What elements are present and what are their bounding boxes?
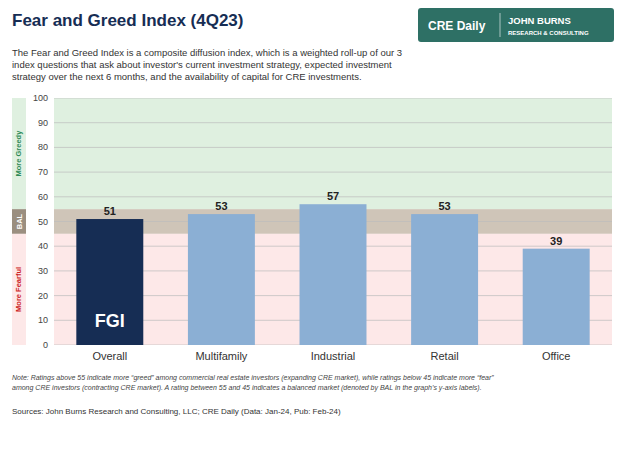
band-label: BAL [15,213,24,229]
y-tick-label: 100 [33,93,48,103]
y-tick-label: 80 [38,142,48,152]
band [54,98,612,209]
band-strip [12,209,26,234]
logo-text: CRE Daily [428,19,486,33]
logo-box [418,8,614,42]
y-tick-label: 20 [38,291,48,301]
band-strip [12,234,26,345]
logo-separator [500,13,501,37]
x-tick-label: Retail [431,350,459,362]
note-line: among CRE investors (contracting CRE mar… [12,384,482,392]
data-label: 53 [215,200,227,212]
y-tick-label: 0 [43,340,48,350]
x-tick-label: Overall [92,350,127,362]
subtitle-line: The Fear and Greed Index is a composite … [12,47,402,58]
bar [411,214,478,345]
logo-text: RESEARCH & CONSULTING [508,30,589,36]
data-label: 53 [438,200,450,212]
title: Fear and Greed Index (4Q23) [12,11,243,30]
subtitle-line: strategy over the next 6 months, and the… [12,71,362,82]
subtitle-line: index questions that ask about investor'… [12,59,392,70]
y-tick-label: 70 [38,167,48,177]
y-tick-label: 50 [38,217,48,227]
note: Note: Ratings above 55 indicate more “gr… [12,374,494,392]
bar [76,219,143,345]
data-label: 57 [327,190,339,202]
chart: Fear and Greed Index (4Q23) The Fear and … [0,0,624,449]
data-label: 39 [550,235,562,247]
grid-line [54,122,612,123]
y-tick-label: 40 [38,241,48,251]
y-tick-label: 60 [38,192,48,202]
x-tick-label: Multifamily [195,350,247,362]
plot-area [54,98,612,345]
band-label: More Fearful [15,267,24,312]
y-tick-label: 90 [38,118,48,128]
x-tick-label: Industrial [311,350,356,362]
y-tick-label: 10 [38,315,48,325]
bar [523,249,590,345]
grid-line [54,147,612,148]
annotation: FGI [95,311,125,331]
band-strip [12,98,26,209]
grid-line [54,172,612,173]
data-label: 51 [104,205,116,217]
bar [300,204,367,345]
band-label: More Greedy [15,130,24,177]
grid-line [54,98,612,99]
sources: Sources: John Burns Research and Consult… [12,407,341,416]
note-line: Note: Ratings above 55 indicate more “gr… [12,374,494,382]
bar [188,214,255,345]
subtitle: The Fear and Greed Index is a composite … [12,47,402,82]
x-tick-label: Office [542,350,571,362]
y-tick-label: 30 [38,266,48,276]
logo-text: JOHN BURNS [508,15,571,26]
